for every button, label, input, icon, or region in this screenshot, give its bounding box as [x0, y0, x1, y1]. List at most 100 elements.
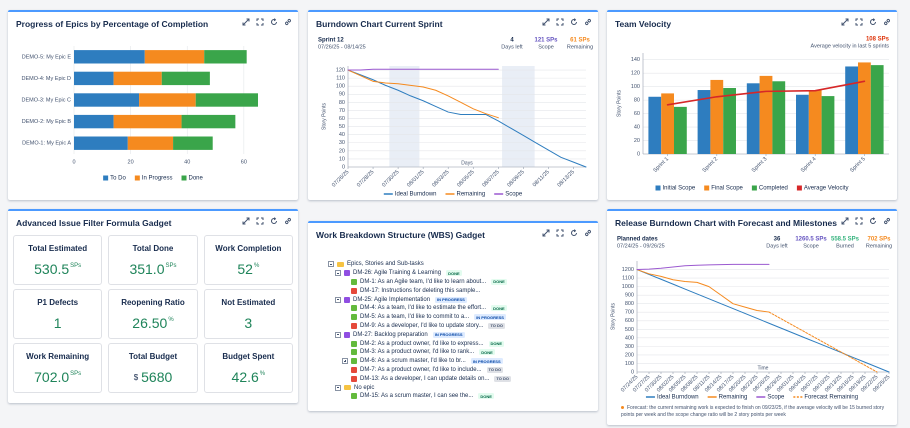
issue-text[interactable]: DM-4: As a team, I'd like to estimate th…	[360, 305, 487, 312]
icon-stroke	[287, 18, 291, 23]
toolbar-icon[interactable]	[869, 18, 877, 26]
issue-text[interactable]: DM-25: Agile Implementation	[353, 296, 431, 303]
toolbar-icon[interactable]	[883, 18, 891, 26]
y-tick-label: 70	[339, 108, 345, 114]
issue-text[interactable]: DM-26: Agile Training & Learning	[353, 270, 442, 277]
toolbar-icon[interactable]	[570, 229, 578, 237]
tile-value: $5680	[134, 369, 173, 385]
toolbar-icon[interactable]	[542, 18, 550, 26]
tree-toggle[interactable]	[328, 261, 334, 268]
issue-text[interactable]: No epic	[354, 384, 375, 391]
toolbar-icon[interactable]	[242, 18, 250, 26]
bar	[661, 93, 674, 154]
issue-text[interactable]: DM-13: As a developer, I can update deta…	[360, 375, 490, 382]
panel: Team Velocity 108 SPs Average velocity in…	[607, 10, 897, 200]
tree-toggle[interactable]	[335, 296, 341, 303]
toolbar-icon[interactable]	[556, 229, 564, 237]
toolbar-icon[interactable]	[556, 18, 564, 26]
toolbar-icon[interactable]	[242, 217, 250, 225]
panel-title: Progress of Epics by Percentage of Compl…	[16, 19, 209, 29]
icon-stroke	[242, 221, 246, 225]
icon-stroke	[546, 18, 550, 22]
issue-icon	[351, 340, 357, 347]
icon-stroke	[585, 21, 589, 26]
toolbar-icon[interactable]	[869, 217, 877, 225]
icon-stroke	[542, 18, 550, 26]
tree-toggle[interactable]	[335, 270, 341, 277]
x-tick-label: Sprint 4	[800, 156, 818, 174]
legend-swatch	[655, 185, 661, 191]
tree-toggle	[342, 341, 348, 347]
icon-stroke	[273, 217, 277, 221]
y-axis-label: Story Points	[616, 90, 622, 117]
tree-toggle[interactable]	[335, 331, 341, 338]
toolbar-icon[interactable]	[270, 217, 278, 225]
toolbar-icon[interactable]	[584, 18, 592, 26]
toolbar-icon[interactable]	[841, 18, 849, 26]
icon-stroke	[546, 229, 550, 233]
tree-toggle[interactable]	[342, 358, 348, 365]
issue-text[interactable]: DM-1: As an Agile team, I'd like to lear…	[360, 278, 487, 285]
issue-text[interactable]: DM-5: As a team, I'd like to commit to a…	[360, 314, 470, 321]
stat-label: Scope	[538, 44, 554, 50]
icon-stroke	[246, 18, 250, 22]
bar	[845, 66, 859, 154]
icon-stroke	[860, 23, 863, 26]
toolbar-icon[interactable]	[883, 217, 891, 225]
issue-text[interactable]: Epics, Stories and Sub-tasks	[347, 261, 424, 268]
issue-icon	[351, 349, 357, 356]
x-tick-label: 20	[128, 159, 134, 165]
y-tick-label: 0	[342, 164, 345, 170]
icon-stroke	[872, 18, 876, 22]
icon-stroke	[261, 222, 264, 225]
toolbar-icon[interactable]	[256, 217, 264, 225]
status-badge: TO DO	[488, 322, 506, 329]
tile-number: 42.6	[231, 368, 259, 385]
bar-segment	[204, 50, 247, 64]
issue-text[interactable]: DM-9: As a developer, I'd like to update…	[360, 322, 484, 329]
toolbar-icon[interactable]	[256, 18, 264, 26]
tree-toggle	[342, 314, 348, 320]
toolbar-icon[interactable]	[570, 18, 578, 26]
tile-label: Total Budget	[128, 351, 178, 361]
icon-stroke	[587, 18, 591, 23]
legend-label: In Progress	[142, 176, 173, 182]
toolbar-icon[interactable]	[855, 217, 863, 225]
issue-text[interactable]: DM-2: As a product owner, I'd like to ex…	[360, 340, 484, 347]
toolbar-icon[interactable]	[841, 217, 849, 225]
x-tick-label: 08/11/25	[532, 169, 551, 188]
y-tick-label: 500	[625, 327, 634, 333]
bar	[796, 94, 809, 154]
toolbar-icon[interactable]	[542, 229, 550, 237]
icon-stroke	[585, 232, 589, 237]
legend-swatch	[751, 185, 757, 191]
issue-text[interactable]: DM-3: As a product owner, I'd like to ra…	[360, 349, 475, 356]
issue-text[interactable]: DM-6: As a scrum master, I'd like to br.…	[360, 358, 466, 365]
icon-stroke	[571, 19, 577, 25]
issue-text[interactable]: DM-27: Backlog preparation	[353, 331, 428, 338]
status-badge: IN PROGRESS	[474, 314, 506, 321]
icon-stroke	[556, 229, 559, 232]
y-tick-label: 120	[336, 67, 345, 73]
icon-stroke	[573, 229, 577, 233]
toolbar-icon[interactable]	[284, 217, 292, 225]
issue-text[interactable]: DM-7: As a product owner, I'd like to in…	[360, 366, 482, 373]
status-badge: DONE	[491, 278, 507, 285]
tree-toggle	[342, 349, 348, 355]
stat-label: Days left	[501, 44, 523, 50]
legend-label: Forecast Remaining	[804, 395, 858, 401]
y-tick-label: 200	[625, 352, 634, 358]
toolbar-icon[interactable]	[855, 18, 863, 26]
toolbar-icon[interactable]	[270, 18, 278, 26]
icon-stroke	[242, 22, 246, 26]
toolbar-icon[interactable]	[284, 18, 292, 26]
icon-stroke	[885, 219, 889, 223]
issue-icon	[344, 270, 350, 277]
toolbar-icon[interactable]	[584, 229, 592, 237]
tile-number: 3	[244, 314, 253, 331]
tree-toggle[interactable]	[335, 384, 341, 391]
issue-text[interactable]: DM-17: Instructions for deleting this sa…	[360, 287, 481, 294]
issue-text[interactable]: DM-15: As a scrum master, I can see the.…	[360, 393, 474, 400]
icon-stroke	[561, 23, 564, 26]
